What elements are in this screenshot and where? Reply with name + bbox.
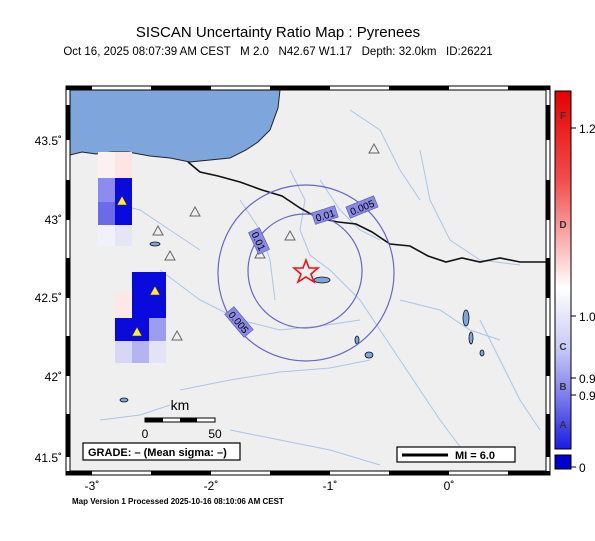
colorbar-letter: D [559, 220, 566, 231]
colorbar-gradient [554, 90, 572, 450]
map-panel [70, 90, 546, 471]
uncertainty-cells [98, 152, 166, 363]
colorbar-letter: C [559, 342, 566, 353]
lakes [119, 241, 485, 403]
grade-text: GRADE: – (Mean sigma: –) [88, 447, 227, 459]
y-tick-label: 42˚ [45, 370, 62, 384]
colorbar-value: 1.2 [579, 122, 595, 136]
scale-bar-title: km [171, 397, 190, 413]
y-tick-label: 41.5˚ [35, 451, 62, 465]
uncertainty-contours [217, 184, 395, 362]
x-axis-labels: -3˚ -2˚ -1˚ 0˚ [85, 479, 455, 493]
map-frame [65, 85, 551, 476]
grade-box: GRADE: – (Mean sigma: –) [82, 442, 241, 461]
y-tick-label: 42.5˚ [35, 291, 62, 305]
y-tick-label: 43˚ [45, 213, 62, 227]
event-summary: Oct 16, 2025 08:07:39 AM CEST M 2.0 N42.… [63, 46, 493, 58]
scale-bar-tick: 50 [208, 427, 222, 441]
colorbar-value: 1.0 [579, 310, 595, 324]
map-title: SISCAN Uncertainty Ratio Map : Pyrenees [135, 24, 421, 41]
epicenter-star [291, 257, 321, 284]
scale-bar: km 0 50 [142, 397, 222, 441]
mi-legend: MI = 6.0 [396, 446, 516, 463]
sea-area [70, 90, 281, 163]
x-tick-label: 0˚ [444, 479, 455, 493]
x-tick-label: -3˚ [85, 479, 100, 493]
colorbar-letter: B [559, 382, 566, 393]
scale-bar-tick: 0 [142, 427, 149, 441]
rivers [99, 109, 541, 466]
colorbar-value: 0 [579, 461, 586, 475]
colorbar-value: 0.9 [579, 372, 595, 386]
colorbar: F D C B A 1.2 1.0 0.9 0.9 0 [554, 90, 595, 475]
colorbar-letter: A [559, 420, 566, 431]
y-axis-labels: 43.5˚ 43˚ 42.5˚ 42˚ 41.5˚ [35, 134, 62, 465]
station-markers [152, 142, 380, 341]
mi-legend-text: MI = 6.0 [455, 450, 495, 462]
colorbar-letter: F [560, 111, 566, 122]
y-tick-label: 43.5˚ [35, 134, 62, 148]
station-markers-yellow [116, 195, 161, 337]
x-tick-label: -1˚ [323, 479, 338, 493]
processing-footer: Map Version 1 Processed 2025-10-16 08:10… [72, 497, 284, 506]
colorbar-nodata [554, 454, 572, 470]
colorbar-value: 0.9 [579, 389, 595, 403]
national-border [187, 161, 546, 263]
x-tick-label: -2˚ [204, 479, 219, 493]
